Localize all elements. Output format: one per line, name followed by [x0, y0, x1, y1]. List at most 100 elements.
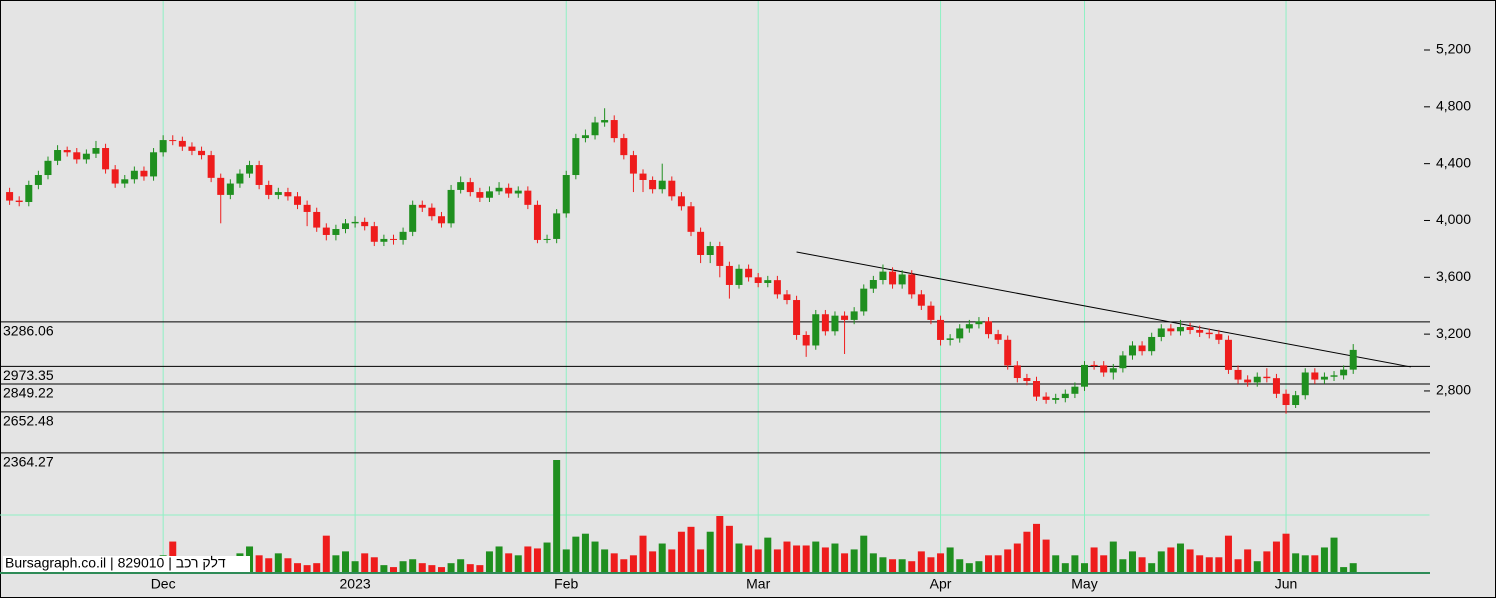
volume-bar [1033, 523, 1041, 573]
volume-bar [917, 551, 925, 573]
volume-bar [505, 553, 513, 573]
volume-bar [1176, 543, 1184, 573]
candle-body [102, 148, 110, 170]
candle-body [236, 173, 244, 184]
candle-body [812, 314, 820, 346]
volume-bar [927, 557, 935, 573]
x-tick-label: Jun [1275, 576, 1298, 592]
volume-bar [850, 549, 858, 573]
candle-body [361, 221, 369, 227]
candle-body [217, 177, 225, 195]
candle-body [188, 146, 196, 151]
volume-bar [543, 542, 551, 573]
volume-bar [485, 551, 493, 573]
candle-body [543, 238, 551, 240]
volume-bar [1234, 559, 1242, 573]
candle-body [1292, 395, 1300, 406]
candle-body [985, 321, 993, 335]
candle-body [437, 216, 445, 224]
candle-body [773, 280, 781, 295]
candle-body [1138, 345, 1146, 352]
candle-body [649, 179, 657, 190]
volume-bar [1340, 567, 1348, 573]
candle-body [447, 189, 455, 224]
candle-body [620, 138, 628, 156]
candle-body [572, 138, 580, 176]
volume-bar [869, 553, 877, 573]
candle-body [975, 321, 983, 325]
candle-body [294, 196, 302, 205]
candle-body [1004, 339, 1012, 366]
volume-bar [399, 561, 407, 573]
candle-body [265, 184, 273, 195]
candle-body [1301, 372, 1309, 396]
volume-bar [294, 563, 302, 573]
candle-body [63, 150, 71, 153]
volume-bar [773, 549, 781, 573]
candle-body [946, 338, 954, 340]
candle-body [793, 300, 801, 335]
volume-bar [946, 547, 954, 573]
candle-body [130, 170, 138, 180]
candle-body [351, 221, 359, 224]
candle-body [6, 192, 14, 201]
candle-body [677, 196, 685, 207]
candle-body [1100, 365, 1108, 373]
candle-body [389, 238, 397, 240]
candle-body [1311, 372, 1319, 380]
volume-bar [437, 567, 445, 573]
candle-body [1033, 381, 1041, 397]
volume-bar [524, 546, 532, 573]
volume-bar [745, 545, 753, 573]
volume-bar [985, 555, 993, 573]
candle-body [495, 187, 503, 192]
volume-bar [1330, 537, 1338, 573]
level-label: 2652.48 [3, 413, 54, 429]
volume-bar [610, 553, 618, 573]
volume-bar [562, 549, 570, 573]
volume-bar [1263, 551, 1271, 573]
candle-body [879, 271, 887, 280]
volume-bar [591, 541, 599, 573]
candle-body [1263, 376, 1271, 379]
y-tick-label: 3,200 [1436, 325, 1471, 341]
x-tick-label: Dec [151, 576, 176, 592]
candle-body [1128, 345, 1136, 356]
volume-bar [1042, 539, 1050, 573]
volume-bar [1090, 547, 1098, 573]
volume-bar [361, 553, 369, 573]
candle-body [1061, 393, 1069, 399]
volume-bar [1320, 547, 1328, 573]
candle-body [889, 271, 897, 285]
volume-bar [687, 526, 695, 573]
volume-bar [754, 549, 762, 573]
volume-bar [447, 563, 455, 573]
candle-body [255, 165, 263, 185]
candle-body [658, 180, 666, 190]
volume-bar [706, 531, 714, 573]
volume-bar [351, 561, 359, 573]
candle-body [476, 192, 484, 198]
candle-body [562, 175, 570, 214]
candle-body [687, 206, 695, 232]
volume-bar [649, 551, 657, 573]
level-label: 2973.35 [3, 367, 54, 383]
candle-body [706, 246, 714, 255]
candle-body [553, 213, 561, 239]
volume-bar [1080, 563, 1088, 573]
candle-body [821, 314, 829, 332]
candle-body [1272, 378, 1280, 394]
candle-body [533, 204, 541, 240]
x-tick-label: Mar [746, 576, 770, 592]
volume-bar [601, 549, 609, 573]
candle-body [965, 324, 973, 329]
y-tick-label: 4,400 [1436, 154, 1471, 170]
volume-bar [265, 558, 273, 573]
candle-body [668, 180, 676, 197]
volume-bar [332, 555, 340, 573]
candle-body [466, 182, 474, 193]
candle-body [601, 120, 609, 123]
candle-body [1340, 369, 1348, 376]
volume-bar [1004, 549, 1012, 573]
candle-body [994, 334, 1002, 340]
